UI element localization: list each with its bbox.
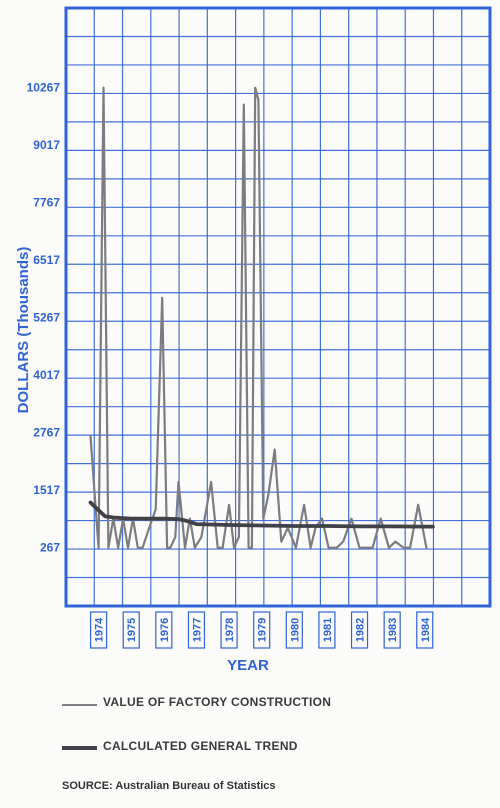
y-tick-label: 6517	[33, 253, 60, 267]
y-tick-label: 10267	[27, 81, 61, 95]
x-axis-label: YEAR	[227, 657, 269, 674]
x-tick-label: 1975	[126, 618, 138, 642]
x-tick-box	[253, 611, 271, 649]
legend-swatch-value	[62, 704, 97, 706]
y-tick-label: 9017	[33, 138, 60, 152]
y-tick-label: 1517	[33, 483, 60, 497]
x-axis-ticks: 1974 1975 1976 1977 1978 1979 1980 1981 1982 1983…	[90, 611, 434, 649]
x-tick-label: 1980	[289, 618, 301, 642]
x-tick-label: 1976	[159, 618, 171, 642]
y-tick-label: 2767	[33, 426, 60, 440]
x-tick-box	[350, 611, 369, 649]
x-tick-label: 1983	[387, 618, 399, 642]
x-tick-box	[122, 611, 140, 649]
x-tick-box	[318, 611, 336, 649]
source-note: SOURCE: Australian Bureau of Statistics	[62, 780, 276, 792]
series-value-factory-construction	[89, 86, 428, 549]
x-tick-box	[285, 611, 303, 649]
series-calculated-trend	[88, 500, 435, 529]
x-tick-box	[220, 611, 238, 649]
series-layer	[88, 86, 435, 549]
x-tick-label: 1981	[322, 618, 334, 642]
x-tick-label: 1982	[355, 618, 367, 642]
legend-swatch-trend	[62, 746, 97, 750]
x-tick-box	[416, 611, 434, 649]
y-tick-label: 4017	[33, 368, 60, 382]
y-tick-label: 7767	[33, 196, 60, 210]
chart-grid	[66, 8, 490, 606]
x-tick-box	[90, 611, 108, 649]
legend-label-value: VALUE OF FACTORY CONSTRUCTION	[103, 695, 332, 709]
x-tick-box	[155, 611, 173, 649]
x-tick-label: 1974	[94, 617, 106, 642]
x-tick-box	[187, 611, 206, 649]
y-axis-label: DOLLARS (Thousands)	[15, 247, 32, 414]
x-tick-label: 1984	[420, 617, 432, 642]
x-tick-label: 1977	[191, 618, 203, 642]
x-tick-label: 1979	[257, 618, 269, 642]
y-axis-ticks: 267 1517 2767 4017 5267 6517 7767 9017 10267	[27, 81, 61, 555]
x-tick-box	[383, 611, 401, 649]
y-tick-label: 267	[40, 541, 60, 555]
x-tick-label: 1978	[224, 618, 236, 642]
plot-area-border	[64, 6, 492, 608]
legend-label-trend: CALCULATED GENERAL TREND	[103, 739, 298, 753]
y-tick-label: 5267	[33, 311, 60, 325]
